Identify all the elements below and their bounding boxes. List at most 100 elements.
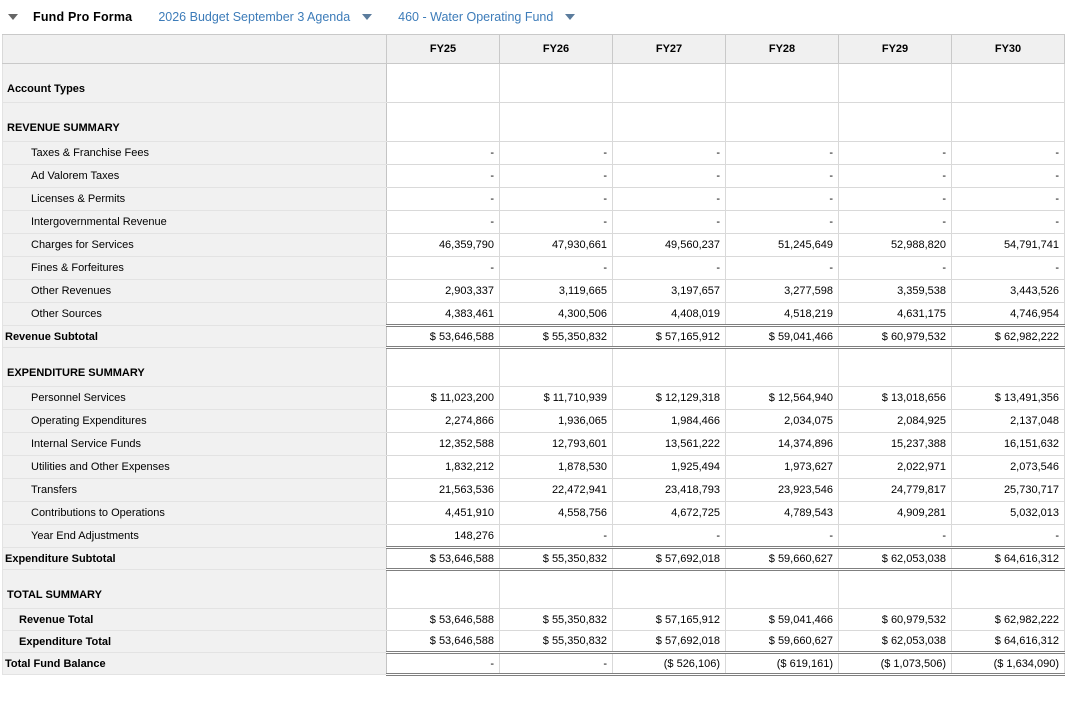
column-header-fy25: FY25 — [386, 34, 500, 64]
cell-value: 4,909,281 — [838, 501, 952, 525]
cell-value: 2,084,925 — [838, 409, 952, 433]
row-label: REVENUE SUMMARY — [2, 102, 387, 142]
cell-value: ($ 1,073,506) — [838, 652, 952, 676]
cell-value — [838, 102, 952, 142]
table-row: Personnel Services $ 11,023,200 $ 11,710,9… — [2, 386, 1065, 410]
table-header: FY25 FY26 FY27 FY28 FY29 FY30 — [2, 34, 1065, 64]
cell-value: $ 64,616,312 — [951, 630, 1065, 654]
cell-value: 4,300,506 — [499, 302, 613, 326]
cell-value: - — [499, 164, 613, 188]
row-label: Other Sources — [2, 302, 387, 326]
cell-value: 5,032,013 — [951, 501, 1065, 525]
cell-value: ($ 1,634,090) — [951, 652, 1065, 676]
cell-value: 15,237,388 — [838, 432, 952, 456]
column-header-fy30: FY30 — [951, 34, 1065, 64]
table-row: Expenditure Total $ 53,646,588 $ 55,350,83… — [2, 630, 1065, 654]
cell-value: - — [725, 164, 839, 188]
cell-value — [838, 63, 952, 103]
cell-value: - — [838, 210, 952, 234]
cell-value: - — [386, 256, 500, 280]
cell-value: $ 55,350,832 — [499, 630, 613, 654]
cell-value — [499, 347, 613, 387]
column-header-fy29: FY29 — [838, 34, 952, 64]
table-row: Charges for Services 46,359,790 47,930,661… — [2, 233, 1065, 257]
table-row: TOTAL SUMMARY — [2, 569, 1065, 609]
cell-value — [386, 63, 500, 103]
cell-value — [838, 569, 952, 609]
row-label: Other Revenues — [2, 279, 387, 303]
cell-value — [951, 102, 1065, 142]
cell-value: - — [386, 164, 500, 188]
collapse-section-icon[interactable] — [8, 14, 18, 20]
cell-value: - — [725, 256, 839, 280]
cell-value — [612, 569, 726, 609]
row-label: Year End Adjustments — [2, 524, 387, 548]
cell-value — [499, 63, 613, 103]
row-label: TOTAL SUMMARY — [2, 569, 387, 609]
cell-value: 1,878,530 — [499, 455, 613, 479]
cell-value: $ 59,660,627 — [725, 630, 839, 654]
column-header-fy26: FY26 — [499, 34, 613, 64]
column-header-fy27: FY27 — [612, 34, 726, 64]
cell-value: - — [499, 524, 613, 548]
cell-value: ($ 526,106) — [612, 652, 726, 676]
cell-value — [725, 347, 839, 387]
cell-value: $ 53,646,588 — [386, 546, 500, 571]
cell-value: - — [951, 524, 1065, 548]
budget-dropdown-label: 2026 Budget September 3 Agenda — [158, 10, 351, 24]
cell-value: 4,746,954 — [951, 302, 1065, 326]
fund-dropdown[interactable]: 460 - Water Operating Fund — [398, 10, 576, 24]
cell-value: $ 53,646,588 — [386, 630, 500, 654]
cell-value: 148,276 — [386, 524, 500, 548]
cell-value: - — [612, 164, 726, 188]
table-row: Year End Adjustments 148,276- - - - - — [2, 524, 1065, 548]
cell-value: 4,518,219 — [725, 302, 839, 326]
cell-value: $ 64,616,312 — [951, 546, 1065, 571]
cell-value: $ 62,982,222 — [951, 608, 1065, 631]
cell-value: 21,563,536 — [386, 478, 500, 502]
cell-value: - — [951, 164, 1065, 188]
cell-value: - — [838, 164, 952, 188]
cell-value: 4,672,725 — [612, 501, 726, 525]
cell-value: $ 55,350,832 — [499, 546, 613, 571]
budget-dropdown[interactable]: 2026 Budget September 3 Agenda — [158, 10, 373, 24]
cell-value: 12,793,601 — [499, 432, 613, 456]
cell-value: 4,451,910 — [386, 501, 500, 525]
row-label: Revenue Subtotal — [2, 325, 387, 348]
cell-value: $ 59,041,466 — [725, 608, 839, 631]
table-row: EXPENDITURE SUMMARY — [2, 347, 1065, 387]
row-label: Account Types — [2, 63, 387, 103]
cell-value: - — [838, 524, 952, 548]
cell-value: 3,359,538 — [838, 279, 952, 303]
cell-value: - — [612, 210, 726, 234]
row-label: Internal Service Funds — [2, 432, 387, 456]
cell-value: - — [499, 256, 613, 280]
cell-value: $ 53,646,588 — [386, 324, 500, 349]
row-label: Personnel Services — [2, 386, 387, 410]
cell-value: $ 11,023,200 — [386, 386, 500, 410]
row-label: Utilities and Other Expenses — [2, 455, 387, 479]
cell-value: 2,034,075 — [725, 409, 839, 433]
cell-value: - — [725, 524, 839, 548]
cell-value — [951, 347, 1065, 387]
cell-value: 12,352,588 — [386, 432, 500, 456]
cell-value: $ 13,491,356 — [951, 386, 1065, 410]
page-title: Fund Pro Forma — [33, 10, 133, 24]
cell-value — [951, 63, 1065, 103]
cell-value: - — [386, 652, 500, 676]
row-label: Expenditure Subtotal — [2, 547, 387, 570]
table-row: Other Revenues 2,903,337 3,119,665 3,197,65… — [2, 279, 1065, 303]
cell-value — [951, 569, 1065, 609]
cell-value: $ 62,982,222 — [951, 324, 1065, 349]
cell-value: $ 57,692,018 — [612, 546, 726, 571]
cell-value: 4,558,756 — [499, 501, 613, 525]
table-row: Contributions to Operations 4,451,910 4,55… — [2, 501, 1065, 525]
table-row: Total Fund Balance - - ($ 526,106) ($ 619,16… — [2, 652, 1065, 676]
cell-value: 1,832,212 — [386, 455, 500, 479]
column-header-fy28: FY28 — [725, 34, 839, 64]
cell-value — [386, 569, 500, 609]
cell-value: 3,443,526 — [951, 279, 1065, 303]
table-row: REVENUE SUMMARY — [2, 102, 1065, 142]
cell-value — [612, 102, 726, 142]
cell-value: 1,936,065 — [499, 409, 613, 433]
